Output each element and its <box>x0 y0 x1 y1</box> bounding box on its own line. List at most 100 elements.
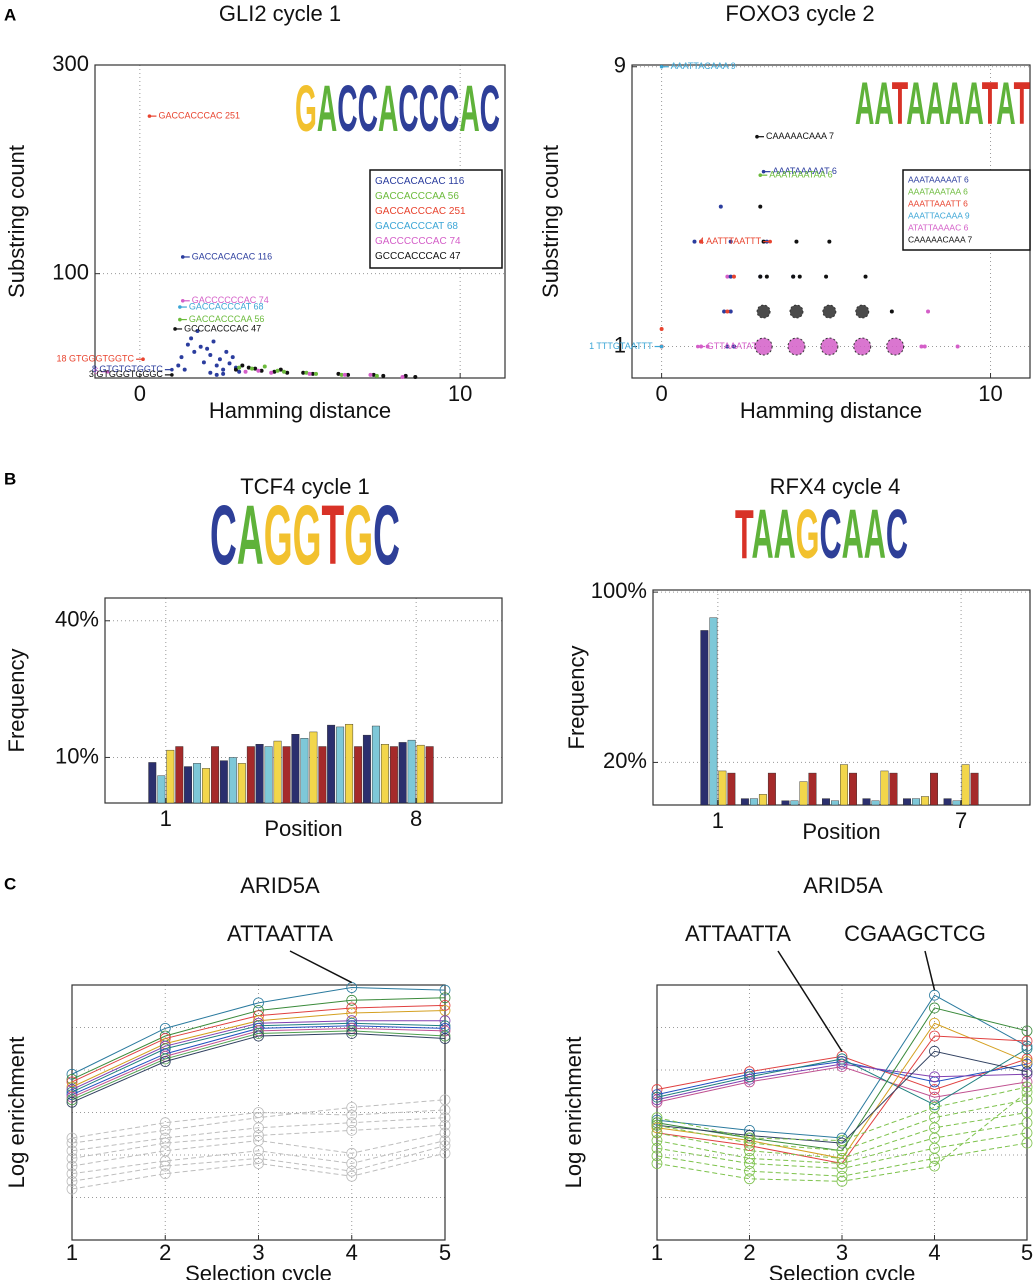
point <box>744 1173 755 1185</box>
point <box>159 1053 171 1065</box>
point <box>233 367 238 372</box>
point <box>253 1107 264 1118</box>
motif-logo: AATAAAATAT <box>855 70 1030 137</box>
bar <box>758 794 767 806</box>
bar <box>740 798 749 806</box>
x-axis-label: Hamming distance <box>209 398 391 423</box>
series-line <box>71 1109 446 1139</box>
point <box>1021 1066 1033 1078</box>
annotation: CGAAGCTCG <box>844 921 986 946</box>
point <box>764 274 769 279</box>
series-line <box>656 1091 1028 1182</box>
point <box>926 309 931 314</box>
bar <box>425 746 434 804</box>
series-line <box>71 1030 446 1101</box>
bar <box>389 746 398 804</box>
point <box>227 361 232 366</box>
legend-entry: GACCACCCAC 251 <box>375 206 466 217</box>
series-line <box>71 1140 446 1175</box>
annotation: GACCCCCCAC 74 <box>192 295 269 305</box>
annotation-point <box>768 239 772 244</box>
bar <box>157 775 166 804</box>
bar <box>219 760 228 804</box>
point <box>66 1160 78 1172</box>
point <box>159 1056 171 1067</box>
annotation: 3 GTGGGTGGGC <box>89 369 164 379</box>
point <box>651 1127 663 1139</box>
point <box>262 364 267 369</box>
annotation-point <box>659 64 664 69</box>
x-tick-label: 3 <box>836 1240 848 1265</box>
bar <box>921 796 929 806</box>
point <box>66 1168 78 1180</box>
point <box>1021 1068 1033 1080</box>
point <box>1021 1137 1033 1149</box>
annotation-point <box>170 373 174 377</box>
point <box>794 239 799 244</box>
point <box>855 304 870 319</box>
annotation-point <box>755 134 759 139</box>
bar <box>354 746 363 804</box>
point <box>651 1096 663 1108</box>
point <box>237 365 242 370</box>
point <box>439 1119 451 1131</box>
point <box>929 1099 940 1111</box>
point <box>836 1135 848 1146</box>
bar <box>246 746 255 804</box>
point <box>159 1132 171 1144</box>
point <box>728 309 733 314</box>
x-tick-label: 2 <box>743 1240 755 1265</box>
logo-letter: A <box>864 495 886 573</box>
logo-letter: C <box>358 71 378 145</box>
bar <box>228 757 237 804</box>
x-tick-label: 5 <box>1021 1240 1033 1265</box>
bar <box>345 723 354 804</box>
x-tick-label: 10 <box>978 381 1002 406</box>
bar <box>943 798 952 806</box>
point <box>66 1096 78 1108</box>
point <box>230 355 235 360</box>
chart-panel: ARID5A Selection cycle Log enrichment 1 2 3 4 5… <box>4 873 451 1280</box>
point <box>929 1045 940 1057</box>
point <box>253 1158 264 1169</box>
point <box>651 1142 663 1154</box>
y-tick-label: 1 <box>614 332 626 357</box>
point <box>651 1119 663 1131</box>
bar <box>318 746 327 804</box>
panel-label: B <box>4 469 16 488</box>
point <box>195 329 200 334</box>
point <box>281 369 286 374</box>
point <box>929 1071 940 1083</box>
x-tick-label: 10 <box>448 381 472 406</box>
series-line <box>71 1132 446 1167</box>
logo-letter: C <box>210 488 237 582</box>
point <box>314 371 319 376</box>
x-tick-label: 4 <box>346 1240 358 1265</box>
logo-letter: A <box>317 71 337 145</box>
point <box>176 363 181 368</box>
bar <box>336 726 345 804</box>
annotation-point <box>141 357 145 362</box>
point <box>269 370 274 375</box>
point <box>651 1091 663 1103</box>
point <box>722 309 727 314</box>
bar <box>718 770 727 806</box>
bar <box>362 734 371 804</box>
point <box>185 342 190 347</box>
bar <box>903 798 911 806</box>
bar <box>193 763 202 804</box>
x-tick-label: 0 <box>655 381 667 406</box>
logo-letter: A <box>926 70 945 137</box>
point <box>439 1140 451 1152</box>
point <box>285 370 290 375</box>
point <box>1021 1040 1033 1052</box>
legend-entry: CAAAAACAAA 7 <box>908 234 973 244</box>
chart-title: ARID5A <box>803 873 883 898</box>
series-line <box>656 1048 1028 1106</box>
logo-letter: C <box>439 71 459 145</box>
annotation: GCCCACCCAC 47 <box>184 323 261 333</box>
bar <box>749 798 758 806</box>
point <box>301 370 306 375</box>
point <box>310 371 315 376</box>
point <box>198 344 203 349</box>
